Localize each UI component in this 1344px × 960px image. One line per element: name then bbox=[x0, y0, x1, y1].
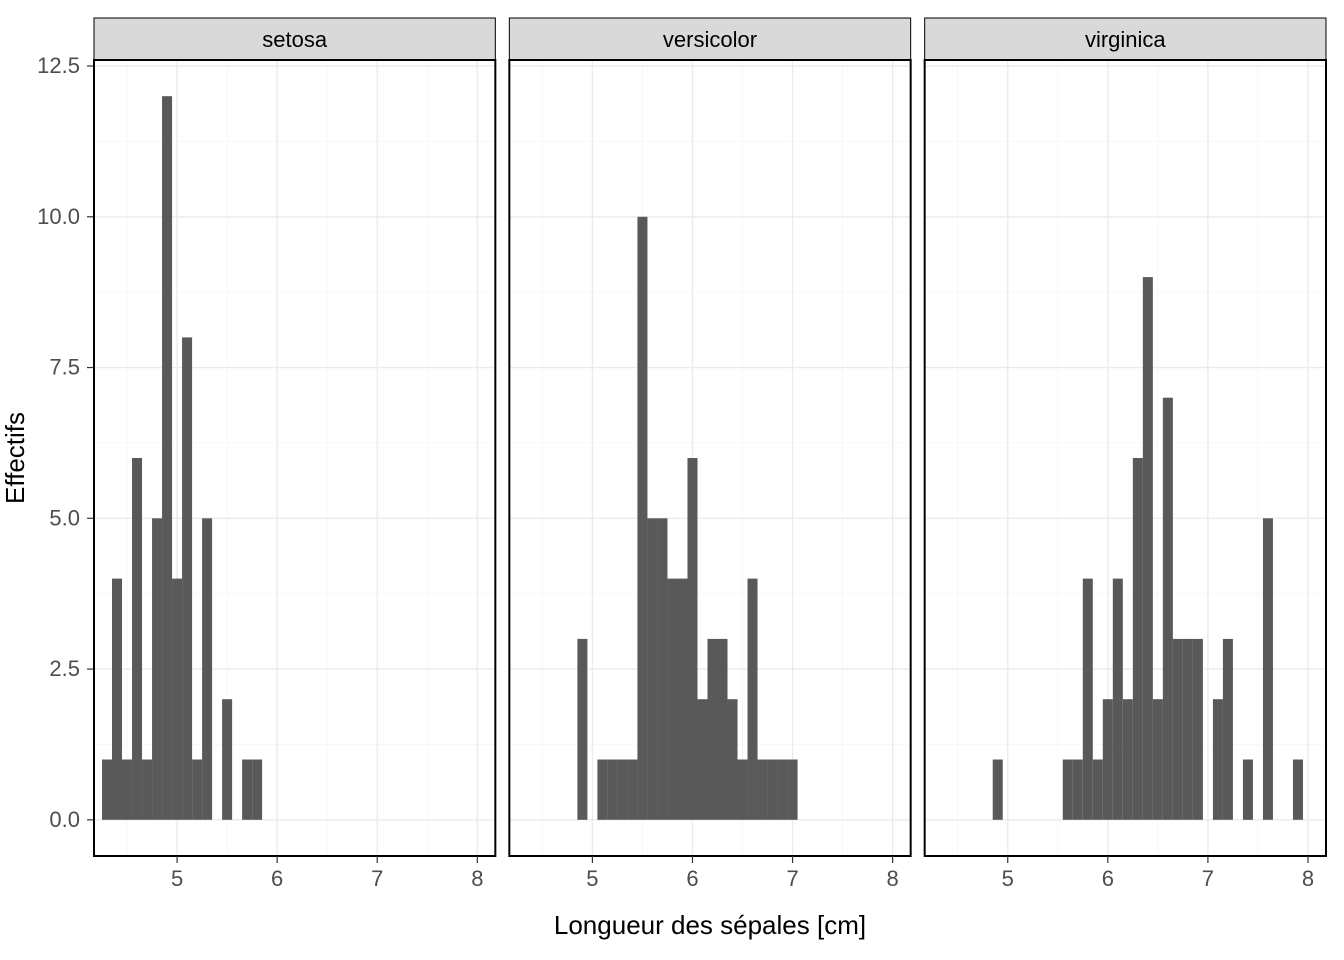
y-tick-label: 5.0 bbox=[49, 505, 80, 530]
faceted-histogram-chart: Effectifs Longueur des sépales [cm] 0.0 2.5… bbox=[0, 0, 1344, 960]
histogram-bar bbox=[738, 760, 748, 820]
histogram-bar bbox=[577, 639, 587, 820]
histogram-bar bbox=[697, 699, 707, 820]
x-tick-label: 6 bbox=[271, 866, 283, 891]
x-tick-label: 7 bbox=[371, 866, 383, 891]
histogram-bar bbox=[162, 96, 172, 820]
x-tick-label: 7 bbox=[786, 866, 798, 891]
histogram-bar bbox=[202, 518, 212, 820]
histogram-bar bbox=[132, 458, 142, 820]
histogram-bar bbox=[993, 760, 1003, 820]
histogram-bar bbox=[1263, 518, 1273, 820]
histogram-bar bbox=[1063, 760, 1073, 820]
histogram-bar bbox=[1183, 639, 1193, 820]
histogram-bar bbox=[1073, 760, 1083, 820]
histogram-bar bbox=[607, 760, 617, 820]
histogram-bar bbox=[617, 760, 627, 820]
x-tick-label: 5 bbox=[586, 866, 598, 891]
histogram-bar bbox=[1153, 699, 1163, 820]
histogram-bar bbox=[687, 458, 697, 820]
histogram-bar bbox=[1293, 760, 1303, 820]
histogram-bar bbox=[667, 579, 677, 820]
histogram-bar bbox=[597, 760, 607, 820]
histogram-bar bbox=[1133, 458, 1143, 820]
histogram-bar bbox=[1213, 699, 1223, 820]
x-tick-label: 6 bbox=[686, 866, 698, 891]
histogram-bar bbox=[627, 760, 637, 820]
histogram-bar bbox=[152, 518, 162, 820]
histogram-bar bbox=[1143, 277, 1153, 820]
histogram-bar bbox=[222, 699, 232, 820]
histogram-bar bbox=[1173, 639, 1183, 820]
histogram-bar bbox=[242, 760, 252, 820]
histogram-bar bbox=[718, 639, 728, 820]
plot-svg: Effectifs Longueur des sépales [cm] 0.0 2.5… bbox=[0, 0, 1344, 960]
histogram-bar bbox=[637, 217, 647, 820]
y-tick-label: 10.0 bbox=[37, 204, 80, 229]
histogram-bar bbox=[182, 337, 192, 819]
y-axis-title: Effectifs bbox=[0, 412, 30, 504]
histogram-bar bbox=[657, 518, 667, 820]
x-tick-label: 8 bbox=[471, 866, 483, 891]
histogram-bar bbox=[172, 579, 182, 820]
histogram-bar bbox=[728, 699, 738, 820]
histogram-bar bbox=[788, 760, 798, 820]
histogram-bar bbox=[192, 760, 202, 820]
histogram-bar bbox=[778, 760, 788, 820]
x-tick-label: 5 bbox=[1002, 866, 1014, 891]
x-axis-title: Longueur des sépales [cm] bbox=[554, 910, 866, 940]
facet-panel bbox=[94, 60, 495, 856]
facet-label: virginica bbox=[1085, 27, 1166, 52]
histogram-bar bbox=[112, 579, 122, 820]
histogram-bar bbox=[122, 760, 132, 820]
y-tick-label: 0.0 bbox=[49, 807, 80, 832]
histogram-bar bbox=[707, 639, 717, 820]
histogram-bar bbox=[1223, 639, 1233, 820]
histogram-bar bbox=[1163, 398, 1173, 820]
facet-label: versicolor bbox=[663, 27, 757, 52]
x-tick-label: 5 bbox=[171, 866, 183, 891]
facet-panel bbox=[509, 60, 910, 856]
facet-panel bbox=[925, 60, 1326, 856]
histogram-bar bbox=[1093, 760, 1103, 820]
x-tick-label: 7 bbox=[1202, 866, 1214, 891]
histogram-bar bbox=[647, 518, 657, 820]
histogram-bar bbox=[748, 579, 758, 820]
histogram-bar bbox=[677, 579, 687, 820]
histogram-bar bbox=[1243, 760, 1253, 820]
histogram-bar bbox=[1083, 579, 1093, 820]
y-tick-label: 12.5 bbox=[37, 53, 80, 78]
x-tick-label: 8 bbox=[887, 866, 899, 891]
y-tick-label: 7.5 bbox=[49, 355, 80, 380]
histogram-bar bbox=[1193, 639, 1203, 820]
histogram-bar bbox=[1113, 579, 1123, 820]
histogram-bar bbox=[768, 760, 778, 820]
x-tick-label: 6 bbox=[1102, 866, 1114, 891]
histogram-bar bbox=[252, 760, 262, 820]
histogram-bar bbox=[142, 760, 152, 820]
histogram-bar bbox=[1103, 699, 1113, 820]
x-tick-label: 8 bbox=[1302, 866, 1314, 891]
histogram-bar bbox=[102, 760, 112, 820]
facet-label: setosa bbox=[262, 27, 328, 52]
histogram-bar bbox=[758, 760, 768, 820]
histogram-bar bbox=[1123, 699, 1133, 820]
y-tick-label: 2.5 bbox=[49, 656, 80, 681]
